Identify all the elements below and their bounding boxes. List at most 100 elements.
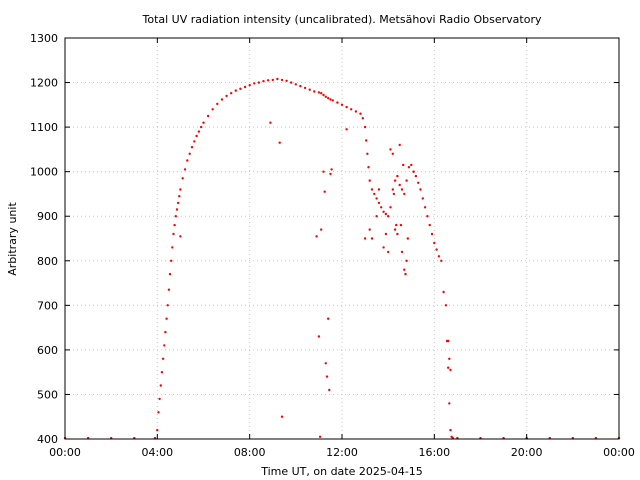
y-tick-label: 600 [37,344,58,357]
data-point [327,97,330,100]
y-tick-label: 500 [37,388,58,401]
data-point [179,188,182,191]
data-point [171,246,174,249]
data-point [435,248,438,251]
data-point [216,102,219,106]
y-tick-label: 900 [37,210,58,223]
data-point [391,188,394,191]
data-point [202,121,205,124]
data-point [253,82,256,85]
data-point [370,237,374,240]
data-point [359,112,362,115]
data-point [403,192,406,196]
data-point [271,78,274,82]
data-point [175,208,179,211]
data-point [322,93,325,97]
x-tick-label: 00:00 [49,446,81,459]
data-point [331,99,334,102]
data-point [375,215,378,218]
data-point [248,84,251,87]
data-point [165,317,168,320]
data-point [448,402,451,405]
x-tick-label: 16:00 [418,446,450,459]
data-point [299,84,302,88]
data-point [317,335,321,338]
data-point [157,411,160,414]
data-point [206,114,210,118]
data-point [437,255,441,258]
data-point [368,228,371,231]
data-point [290,81,293,84]
data-point [161,357,165,360]
data-point [399,223,403,227]
y-tick-label: 1200 [30,77,58,90]
data-point [327,317,330,320]
x-tick-label: 04:00 [141,446,173,459]
data-point [404,272,407,276]
data-point [345,128,348,131]
data-point [406,237,409,240]
data-point [166,304,169,307]
data-points [63,77,621,440]
data-point [377,201,381,205]
data-point [188,152,191,155]
data-point [396,174,399,178]
data-point [266,79,270,82]
data-point [350,108,353,111]
data-point [280,415,284,418]
data-point [448,357,451,360]
data-point [380,206,383,209]
x-axis-label: Time UT, on date 2025-04-15 [260,465,423,478]
data-point [407,166,411,169]
data-point [280,78,284,82]
data-point [193,140,196,143]
data-point [234,89,237,92]
data-point [393,179,397,182]
data-point [313,90,316,93]
data-point [262,80,265,83]
data-point [449,368,452,372]
data-point [400,250,404,254]
data-point [423,206,427,209]
data-point [197,130,201,133]
data-point [329,98,332,101]
data-point [158,397,161,401]
data-point [320,92,323,95]
data-point [433,241,436,245]
data-point [387,250,390,254]
data-point [195,134,198,138]
data-point [389,148,392,151]
data-point [354,110,358,113]
data-point [168,272,172,276]
data-point [363,125,367,129]
data-point [183,168,187,171]
data-point [398,143,401,147]
data-point [170,259,173,262]
data-point [167,288,171,291]
data-point [395,223,398,227]
data-point [163,344,166,347]
data-point [315,235,318,238]
data-point [373,192,376,196]
data-point [278,141,281,144]
data-point [179,235,182,238]
y-tick-label: 1100 [30,121,58,134]
data-point [389,206,392,209]
grid-lines [65,38,619,439]
data-point [368,179,371,182]
x-tick-label: 00:00 [603,446,635,459]
x-tick-label: 12:00 [326,446,358,459]
data-point [382,246,385,249]
data-point [328,388,331,392]
data-point [156,428,159,432]
data-point [318,435,322,438]
data-point [160,371,164,374]
data-point [393,228,397,231]
data-point [340,103,344,107]
data-point [412,170,415,173]
data-point [419,188,422,191]
data-point [387,215,390,218]
data-point [324,362,327,365]
